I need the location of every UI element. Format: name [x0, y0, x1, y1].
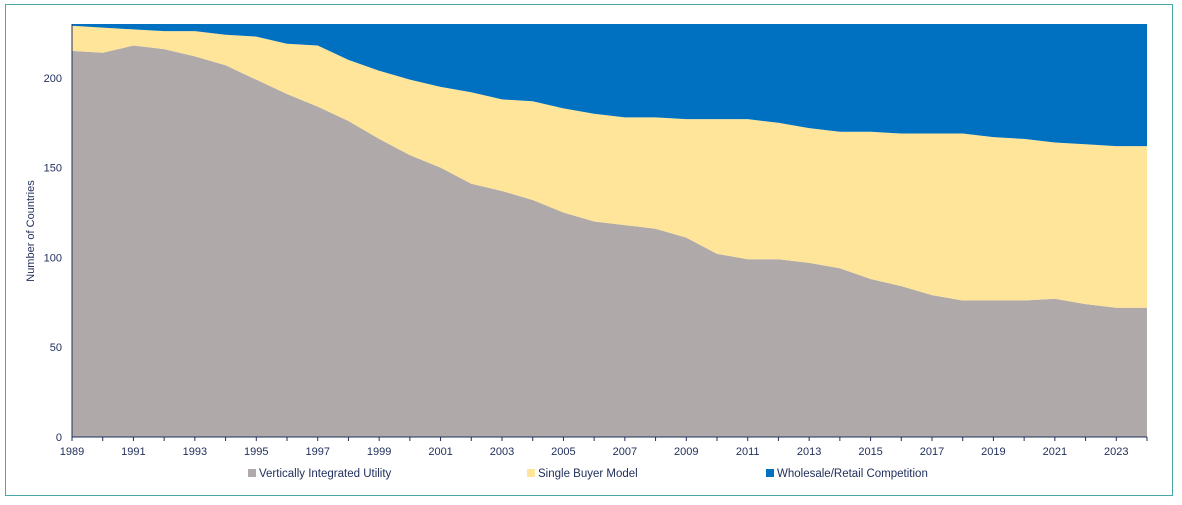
y-tick-label: 50 — [50, 342, 62, 354]
legend-swatch — [527, 469, 535, 477]
area-vertically-integrated-utility — [72, 45, 1147, 438]
x-tick-label: 1991 — [121, 446, 145, 458]
area-single-buyer-model — [72, 25, 1147, 308]
x-tick-label: 1995 — [244, 446, 268, 458]
x-tick-label: 2019 — [981, 446, 1005, 458]
x-tick-label: 2007 — [613, 446, 637, 458]
legend-item-vertically-integrated-utility: Vertically Integrated Utility — [248, 468, 392, 480]
area-wholesale-retail-competition — [72, 24, 1147, 147]
x-tick-label: 1993 — [183, 446, 207, 458]
x-tick-label: 2017 — [920, 446, 944, 458]
x-tick-label: 2001 — [428, 446, 452, 458]
y-tick-label: 0 — [56, 432, 62, 444]
legend-item-wholesale-retail-competition: Wholesale/Retail Competition — [766, 468, 928, 480]
y-tick-labels: 0 50 100 150 200 — [44, 73, 62, 444]
x-tick-label: 2011 — [736, 446, 760, 458]
series-areas — [72, 24, 1147, 438]
x-tick-label: 2003 — [490, 446, 514, 458]
legend-label: Single Buyer Model — [538, 468, 638, 480]
legend-label: Vertically Integrated Utility — [259, 468, 392, 480]
legend-swatch — [248, 469, 256, 477]
axes — [71, 24, 1147, 438]
x-tick-label: 2009 — [674, 446, 698, 458]
x-tick-labels: 1989 1991 1993 1995 1997 1999 2001 2003 2005 2007… — [60, 437, 1148, 458]
legend-item-single-buyer-model: Single Buyer Model — [527, 468, 638, 480]
x-tick-label: 2015 — [858, 446, 882, 458]
x-tick-label: 2013 — [797, 446, 821, 458]
x-tick-label: 2023 — [1104, 446, 1128, 458]
y-axis-title: Number of Countries — [25, 180, 37, 282]
y-tick-label: 150 — [44, 163, 62, 175]
legend-swatch — [766, 469, 774, 477]
y-tick-label: 200 — [44, 73, 62, 85]
x-tick-label: 1989 — [60, 446, 84, 458]
x-tick-label: 1997 — [305, 446, 329, 458]
legend: Vertically Integrated Utility Single Buye… — [248, 468, 928, 480]
legend-label: Wholesale/Retail Competition — [777, 468, 928, 480]
x-tick-label: 2021 — [1043, 446, 1067, 458]
x-tick-label: 2005 — [551, 446, 575, 458]
y-tick-label: 100 — [44, 252, 62, 264]
x-tick-label: 1999 — [367, 446, 391, 458]
